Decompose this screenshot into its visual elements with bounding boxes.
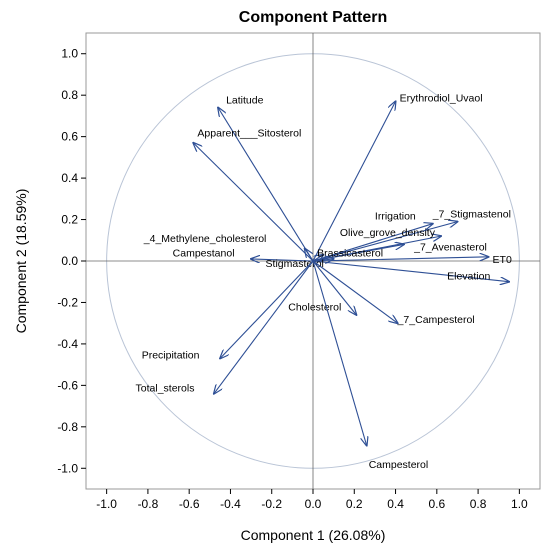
vector-label-olive-grove-density: Olive_grove_density [340, 227, 436, 239]
y-axis: 1.0 0.8 0.6 0.4 0.2 0.0 -0.2 -0.4 -0.6 -0.8 -1.0 [57, 47, 86, 475]
vector-latitude [218, 108, 314, 262]
vector-label-brassicasterol: Brassicasterol [317, 248, 383, 260]
vector-apparent-sitosterol [193, 143, 314, 262]
vector-7-stigmastenol [312, 222, 457, 262]
y-tick-label: 0.0 [61, 254, 78, 268]
x-tick-label: -0.8 [138, 497, 159, 511]
y-tick-label: 0.8 [61, 88, 78, 102]
vector-label-et0: ET0 [493, 254, 512, 266]
vector-campesterol [312, 260, 367, 445]
y-tick-label: -1.0 [57, 461, 78, 475]
x-axis: -1.0 -0.8 -0.6 -0.4 -0.2 0.0 0.2 0.4 0.6 0.8 1.0 [96, 489, 528, 511]
vector-label-latitude: Latitude [226, 94, 264, 106]
vector-stigmasterol [312, 259, 334, 261]
vector-label-campestanol: Campestanol [173, 248, 235, 260]
vector-label-elevation: Elevation [447, 271, 490, 283]
x-tick-label: 0.8 [470, 497, 487, 511]
y-tick-label: -0.6 [57, 378, 78, 392]
y-tick-label: -0.8 [57, 420, 78, 434]
vector-et0 [312, 257, 488, 262]
y-tick-label: 0.4 [61, 171, 78, 185]
vector-precipitation [220, 260, 314, 358]
vector-elevation [312, 260, 509, 282]
vector-total-sterols [214, 260, 314, 394]
vector-irrigation [312, 224, 433, 262]
vector-label-7-avenasterol: _7_Avenasterol [413, 241, 487, 253]
y-tick-label: 0.6 [61, 130, 78, 144]
vector-campestanol [251, 259, 314, 261]
chart-title: Component Pattern [239, 9, 387, 26]
vector-label-cholesterol: Cholesterol [288, 302, 341, 314]
x-tick-label: -0.4 [220, 497, 241, 511]
vector-label-apparent-sitosterol: Apparent___Sitosterol [197, 127, 301, 139]
vector-label-total-sterols: Total_sterols [136, 382, 195, 394]
x-axis-label: Component 1 (26.08%) [241, 527, 386, 543]
x-tick-label: 0.2 [346, 497, 363, 511]
vector-erythrodiol-uvaol [312, 101, 396, 262]
y-tick-label: -0.2 [57, 295, 78, 309]
x-tick-label: -0.2 [261, 497, 282, 511]
vector-label-7-stigmastenol: _7_Stigmastenol [432, 208, 511, 220]
y-tick-label: 0.2 [61, 213, 78, 227]
loading-vectors: Latitude Apparent___Sitosterol Erythrodiol… [136, 92, 512, 471]
x-tick-label: 0.0 [305, 497, 322, 511]
x-tick-label: -1.0 [96, 497, 117, 511]
vector-label-7-campesterol: _7_Campesterol [397, 314, 475, 326]
x-tick-label: 0.6 [428, 497, 445, 511]
vector-4-methylene-cholesterol [305, 249, 314, 262]
vector-cholesterol [312, 260, 356, 315]
vector-label-campesterol: Campesterol [369, 459, 429, 471]
y-tick-label: 1.0 [61, 47, 78, 61]
y-axis-label: Component 2 (18.59%) [13, 189, 29, 334]
y-tick-label: -0.4 [57, 337, 78, 351]
vector-7-campesterol [312, 260, 398, 323]
vector-label-erythrodiol-uvaol: Erythrodiol_Uvaol [400, 92, 483, 104]
vector-label-4-methylene-cholesterol: _4_Methylene_cholesterol [143, 233, 267, 245]
vector-label-irrigation: Irrigation [375, 210, 416, 222]
vector-label-stigmasterol: Stigmasterol [266, 258, 324, 270]
x-tick-label: -0.6 [179, 497, 200, 511]
x-tick-label: 1.0 [511, 497, 528, 511]
vector-label-precipitation: Precipitation [142, 349, 200, 361]
x-tick-label: 0.4 [387, 497, 404, 511]
vector-brassicasterol [312, 255, 323, 261]
